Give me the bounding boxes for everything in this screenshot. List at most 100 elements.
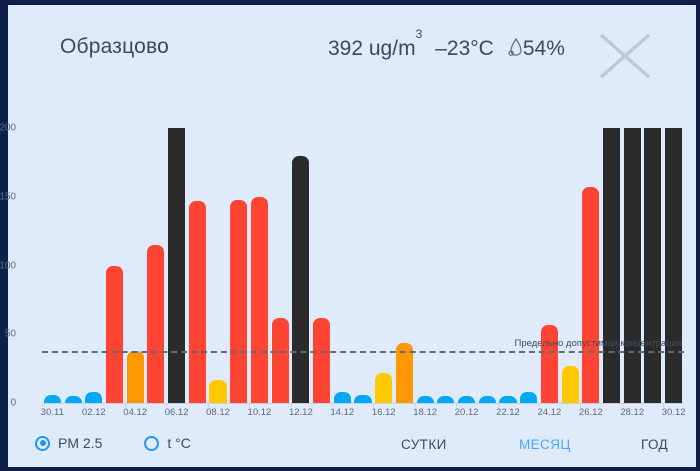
bar[interactable] — [64, 396, 82, 403]
bar[interactable] — [333, 392, 351, 403]
x-tick-mark — [42, 403, 43, 407]
bar[interactable] — [644, 128, 662, 403]
threshold-label: Предельно допустимая концентрация — [514, 337, 682, 349]
x-tick-label: 18.12 — [413, 407, 438, 418]
bar[interactable] — [623, 128, 641, 403]
bar[interactable] — [582, 187, 600, 403]
x-tick-mark — [580, 403, 582, 407]
y-tick-label: 200 — [0, 122, 16, 134]
x-tick-mark — [497, 403, 499, 407]
x-tick-label: 30.11 — [40, 407, 64, 418]
x-tick-mark — [331, 403, 333, 407]
bar[interactable] — [665, 128, 683, 403]
bar[interactable] — [499, 396, 517, 403]
metric-radio-label: t °C — [167, 435, 191, 451]
y-tick-label: 100 — [0, 260, 16, 271]
y-tick-label: 0 — [10, 397, 16, 409]
x-tick-mark — [539, 403, 541, 407]
bar[interactable] — [437, 396, 455, 403]
x-tick-mark — [83, 403, 85, 407]
x-tick-label: 16.12 — [371, 407, 396, 418]
bar[interactable] — [168, 128, 186, 403]
x-tick-mark — [124, 403, 126, 407]
pm25-unit-exponent: 3 — [415, 27, 423, 41]
widget-panel: Образцово 392 ug/m3 –23°C 54% — [0, 5, 696, 467]
x-tick-mark — [166, 403, 168, 407]
x-tick-label: 06.12 — [164, 407, 189, 418]
radio-icon[interactable] — [35, 435, 50, 451]
pm25-readout: 392 ug/m3 — [328, 27, 422, 61]
station-name: Образцово — [60, 35, 169, 58]
bar[interactable] — [271, 317, 289, 403]
bar[interactable] — [416, 396, 434, 403]
widget-footer: PM 2.5 t °C СУТКИ МЕСЯЦ ГОД — [8, 429, 696, 467]
x-tick-label: 28.12 — [620, 407, 645, 418]
x-tick-label: 12.12 — [288, 407, 313, 418]
bar[interactable] — [292, 155, 310, 403]
bar[interactable] — [126, 350, 144, 403]
x-tick-label: 30.12 — [661, 407, 686, 418]
y-axis: 0 50 100 150 200 — [0, 110, 42, 415]
x-axis: 30.11 02.12 04.12 06.12 08.12 10.12 12.12 14.12… — [40, 403, 686, 421]
range-button-1[interactable]: МЕСЯЦ — [519, 437, 571, 452]
bar[interactable] — [561, 365, 579, 403]
x-tick-mark — [414, 403, 416, 407]
bar[interactable] — [602, 128, 621, 403]
bar[interactable] — [188, 200, 206, 403]
x-tick-label: 04.12 — [123, 407, 148, 418]
bar[interactable] — [43, 394, 61, 403]
x-tick-label: 02.12 — [81, 407, 106, 418]
humidity-readout: 54% — [507, 34, 565, 61]
range-button-0[interactable]: СУТКИ — [401, 437, 447, 452]
chart: 0 50 100 150 200 Предельно допустимая концен… — [0, 110, 696, 415]
humidity-value: 54% — [522, 37, 565, 60]
plot-area: Предельно допустимая концентрация — [42, 128, 684, 403]
bar[interactable] — [250, 196, 268, 403]
metric-selector: PM 2.5 t °C — [35, 435, 191, 451]
bar[interactable] — [540, 324, 558, 403]
water-drop-icon — [507, 37, 522, 58]
temperature-readout: –23°C — [435, 37, 494, 60]
x-tick-label: 22.12 — [496, 407, 520, 418]
bar[interactable] — [395, 342, 413, 403]
bar[interactable] — [209, 379, 227, 403]
radio-icon[interactable] — [144, 435, 160, 451]
x-tick-mark — [290, 403, 292, 407]
bar[interactable] — [85, 392, 103, 403]
y-tick-label: 50 — [4, 328, 16, 340]
bar[interactable] — [457, 396, 476, 403]
readout-group: 392 ug/m3 –23°C 54% — [328, 27, 565, 61]
x-tick-label: 10.12 — [247, 407, 272, 418]
x-tick-mark — [663, 403, 665, 407]
x-tick-label: 08.12 — [206, 407, 230, 418]
x-tick-label: 14.12 — [330, 407, 355, 418]
bar[interactable] — [230, 199, 248, 403]
bar[interactable] — [375, 372, 393, 403]
close-icon[interactable] — [595, 30, 655, 82]
metric-radio-temperature[interactable]: t °C — [144, 435, 191, 451]
bar[interactable] — [147, 244, 165, 403]
bar[interactable] — [354, 394, 372, 403]
range-button-2[interactable]: ГОД — [641, 437, 669, 452]
bar[interactable] — [313, 317, 331, 403]
metric-radio-pm25[interactable]: PM 2.5 — [35, 435, 102, 451]
x-tick-label: 20.12 — [454, 407, 479, 418]
pm25-value: 392 ug/m — [328, 37, 416, 60]
x-tick-mark — [249, 403, 251, 407]
bar[interactable] — [520, 392, 538, 403]
widget-header: Образцово 392 ug/m3 –23°C 54% — [8, 5, 696, 110]
x-tick-mark — [373, 403, 375, 407]
x-tick-mark — [456, 403, 458, 407]
x-tick-mark — [621, 403, 623, 407]
x-tick-mark — [207, 403, 209, 407]
x-tick-label: 26.12 — [578, 407, 603, 418]
bar[interactable] — [105, 265, 124, 403]
y-tick-label: 150 — [0, 191, 16, 203]
metric-radio-label: PM 2.5 — [58, 435, 103, 451]
x-tick-label: 24.12 — [537, 407, 562, 418]
threshold-line — [42, 350, 684, 353]
bar[interactable] — [478, 396, 496, 403]
range-selector: СУТКИ МЕСЯЦ ГОД — [8, 437, 696, 459]
x-axis-line — [42, 403, 684, 404]
